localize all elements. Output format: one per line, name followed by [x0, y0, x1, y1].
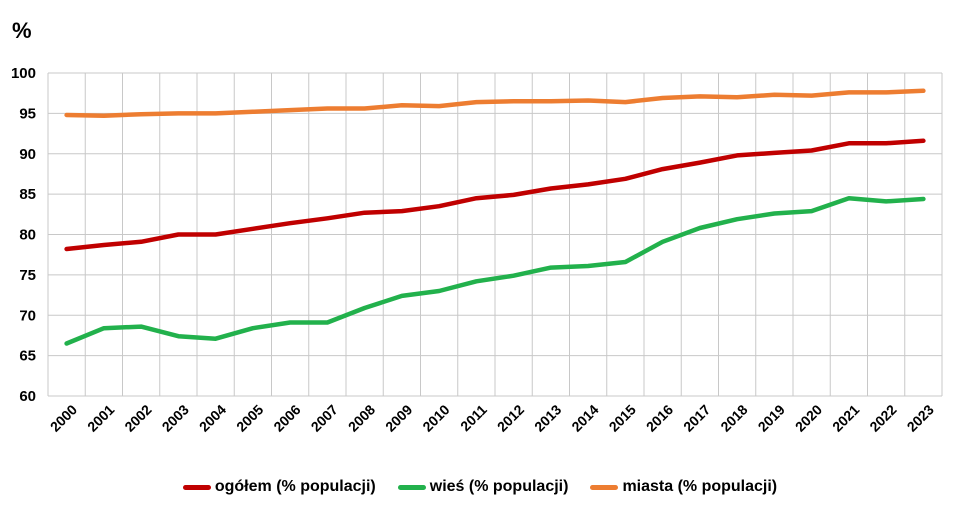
x-tick-label: 2006 [270, 401, 303, 434]
x-tick-label: 2021 [829, 401, 862, 434]
legend-swatch-miasta [590, 484, 619, 490]
y-axis-ticks: 60 65 70 75 80 85 90 95 100 [11, 65, 36, 405]
y-tick-label: 75 [19, 267, 36, 284]
y-tick-label: 70 [19, 307, 36, 324]
legend-item-wies: wieś (% populacji) [397, 478, 569, 496]
legend-swatch-ogolem [182, 484, 211, 490]
chart-series-lines [64, 88, 926, 346]
x-tick-label: 2016 [643, 401, 676, 434]
x-tick-label: 2003 [159, 401, 192, 434]
y-tick-label: 80 [19, 227, 36, 244]
x-tick-label: 2000 [47, 401, 80, 434]
x-tick-label: 2005 [233, 401, 266, 434]
series-line-2 [64, 88, 926, 119]
x-tick-label: 2013 [531, 401, 564, 434]
legend-label-wies: wieś (% populacji) [429, 478, 569, 495]
x-tick-label: 2014 [568, 401, 601, 434]
legend-label-ogolem: ogółem (% populacji) [214, 478, 376, 495]
legend-swatch-wies [397, 484, 426, 490]
x-tick-label: 2009 [382, 401, 415, 434]
chart-legend: ogółem (% populacji) wieś (% populacji) … [0, 478, 960, 496]
x-tick-label: 2020 [792, 401, 825, 434]
y-tick-label: 65 [19, 348, 36, 365]
series-line-1 [64, 195, 926, 346]
x-tick-label: 2002 [121, 401, 154, 434]
x-tick-label: 2017 [680, 401, 713, 434]
x-tick-label: 2011 [457, 401, 490, 434]
x-tick-label: 2018 [717, 401, 750, 434]
y-tick-label: 100 [11, 65, 36, 82]
x-tick-label: 2019 [755, 401, 788, 434]
legend-item-ogolem: ogółem (% populacji) [182, 478, 376, 496]
x-tick-label: 2001 [84, 401, 117, 434]
y-tick-label: 60 [19, 388, 36, 405]
y-tick-label: 90 [19, 146, 36, 163]
x-tick-label: 2008 [345, 401, 378, 434]
x-tick-label: 2010 [419, 401, 452, 434]
y-tick-label: 95 [19, 105, 36, 122]
x-tick-label: 2015 [606, 401, 639, 434]
x-tick-label: 2012 [494, 401, 527, 434]
legend-item-miasta: miasta (% populacji) [590, 478, 777, 496]
chart-grid [47, 72, 943, 397]
x-axis-ticks: 2000 2001 2002 2003 2004 2005 2006 2007 2008 2009… [47, 401, 937, 434]
series-line-0 [64, 138, 926, 252]
x-tick-label: 2004 [196, 401, 229, 434]
x-tick-label: 2023 [904, 401, 937, 434]
x-tick-label: 2007 [308, 401, 341, 434]
x-tick-label: 2022 [866, 401, 899, 434]
y-axis-unit-label: % [12, 18, 32, 43]
y-tick-label: 85 [19, 186, 36, 203]
legend-label-miasta: miasta (% populacji) [622, 478, 778, 495]
